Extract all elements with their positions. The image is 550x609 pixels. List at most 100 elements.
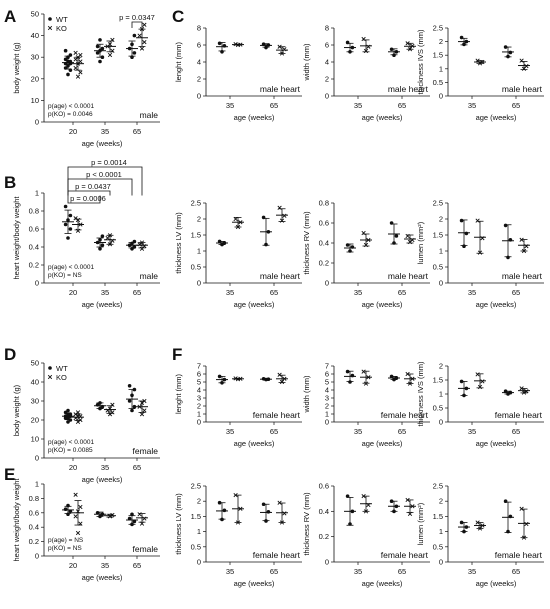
y-tick-label: 2: [197, 402, 201, 411]
x-axis-label: age (weeks): [362, 113, 403, 122]
x-tick-label: 65: [512, 427, 520, 436]
y-tick-label: 3: [325, 394, 329, 403]
data-point-ko: [73, 50, 78, 55]
data-point-wt: [98, 38, 102, 42]
panel-caption: male heart: [502, 271, 543, 281]
comparison-bracket: [67, 195, 101, 204]
y-tick-label: 2: [325, 402, 329, 411]
x-tick-label: 65: [270, 101, 278, 110]
y-tick-label: 0: [197, 418, 201, 427]
x-axis-label: age (weeks): [234, 113, 275, 122]
y-tick-label: 2: [325, 75, 329, 84]
data-point-ko: [142, 39, 147, 45]
y-tick-label: 0.2: [319, 259, 329, 268]
comparison-bracket: [67, 178, 133, 196]
y-tick-label: 2: [439, 215, 443, 224]
y-tick-label: 0.6: [29, 508, 39, 517]
x-tick-label: 65: [133, 463, 141, 472]
chart-a: 0 10 20 30 40 50 20 35 65 age (weeks) body weight …: [12, 10, 160, 148]
data-point-ko: [524, 521, 529, 527]
y-tick-label: 1.5: [191, 512, 201, 521]
y-tick-label: 1: [439, 64, 443, 73]
y-tick-label: 0: [439, 558, 443, 567]
x-axis-label: age (weeks): [82, 300, 123, 309]
y-tick-label: 2: [197, 75, 201, 84]
data-point-ko: [137, 33, 142, 38]
y-tick-label: 2: [439, 497, 443, 506]
x-axis-label: age (weeks): [234, 439, 275, 448]
chart-c3: 0 0.5 1 1.5 2 2.5 35 65 age (weeks) thickness IVS…: [416, 24, 544, 122]
panel-letter-c: C: [172, 7, 184, 26]
x-tick-label: 35: [354, 288, 362, 297]
chart-f3: 0 0.5 1 1.5 2 35 65 age (weeks) thickness IVS (m…: [416, 361, 544, 448]
y-tick-label: 1: [35, 189, 39, 198]
data-point-ko: [137, 512, 142, 517]
y-tick-label: 0.8: [29, 207, 39, 216]
data-point-wt: [100, 243, 105, 247]
y-tick-label: 0.5: [433, 404, 443, 413]
y-tick-label: 8: [197, 24, 201, 33]
x-tick-label: 20: [69, 561, 77, 570]
data-point-wt: [217, 41, 222, 46]
data-point-ko: [73, 492, 78, 497]
data-point-ko: [277, 372, 282, 377]
x-tick-label: 65: [270, 567, 278, 576]
y-tick-label: 3: [197, 394, 201, 403]
y-tick-label: 2: [439, 362, 443, 371]
chart-c4: 0 0.5 1 1.5 2 2.5 35 65 age (weeks) thickness LV …: [174, 199, 302, 309]
x-tick-label: 35: [226, 101, 234, 110]
x-tick-label: 35: [468, 288, 476, 297]
y-tick-label: 0.5: [433, 78, 443, 87]
y-tick-label: 0: [325, 92, 329, 101]
comparison-p-value: p < 0.0001: [86, 170, 122, 179]
comparison-bracket: [67, 190, 111, 196]
panel-caption: female heart: [253, 410, 301, 420]
y-tick-label: 1: [325, 410, 329, 419]
x-tick-label: 65: [512, 101, 520, 110]
legend-wt-label: WT: [56, 364, 68, 373]
data-point-ko: [142, 22, 147, 27]
data-point-wt: [68, 509, 73, 514]
y-tick-label: 0: [35, 552, 39, 561]
data-point-wt: [66, 72, 70, 77]
y-tick-label: 1.5: [433, 231, 443, 240]
panel-letter-e: E: [4, 465, 15, 484]
y-axis-label: thickness RV (mm): [302, 211, 311, 275]
data-point-wt: [63, 507, 68, 512]
y-tick-label: 5: [197, 378, 201, 387]
x-axis-label: age (weeks): [234, 579, 275, 588]
data-point-wt: [127, 384, 132, 388]
legend-wt-marker: [48, 17, 52, 21]
data-point-ko: [524, 389, 529, 394]
y-tick-label: 6: [325, 370, 329, 379]
x-tick-label: 65: [270, 288, 278, 297]
chart-f4: 0 0.5 1 1.5 2 2.5 35 65 age (weeks) thickness LV …: [174, 482, 302, 588]
x-tick-label: 20: [69, 288, 77, 297]
data-point-ko: [142, 408, 147, 413]
comparison-p-value: p = 0.0437: [75, 182, 111, 191]
x-tick-label: 35: [354, 101, 362, 110]
data-point-ko: [75, 74, 81, 79]
stats-annotation: p(age) < 0.0001: [48, 264, 94, 271]
data-point-wt: [132, 519, 137, 524]
data-point-wt: [63, 57, 68, 62]
x-axis-label: age (weeks): [82, 139, 123, 148]
panel-caption: male heart: [388, 84, 429, 94]
data-point-wt: [130, 512, 134, 517]
data-point-wt: [392, 53, 396, 57]
y-tick-label: 0.8: [319, 199, 329, 208]
x-axis-label: age (weeks): [476, 439, 517, 448]
y-tick-label: 4: [197, 386, 201, 395]
chart-c2: 0 2 4 6 8 35 65 age (weeks) width (mm) male heart: [302, 24, 430, 122]
y-tick-label: 1: [197, 527, 201, 536]
y-tick-label: 6: [197, 41, 201, 50]
y-tick-label: 7: [197, 362, 201, 371]
y-tick-label: 2.5: [433, 24, 443, 33]
y-tick-label: 1.5: [433, 512, 443, 521]
y-tick-label: 2.5: [191, 199, 201, 208]
y-tick-label: 0: [439, 92, 443, 101]
data-point-wt: [66, 420, 70, 424]
